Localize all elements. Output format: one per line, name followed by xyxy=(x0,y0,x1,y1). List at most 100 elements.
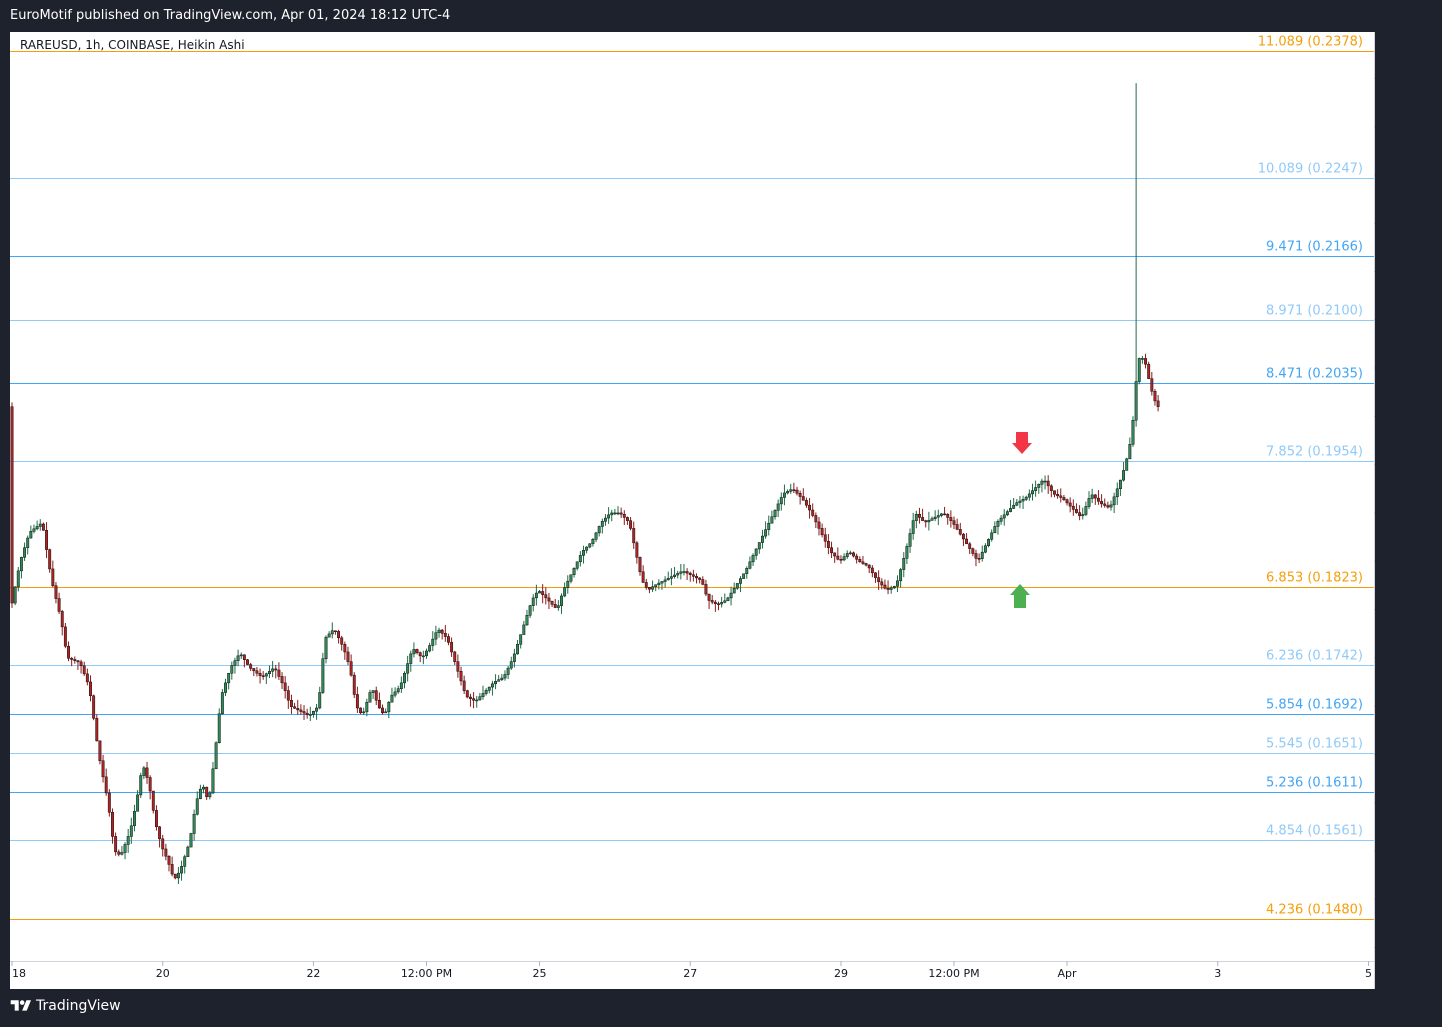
candle-body xyxy=(993,526,997,534)
candle-body xyxy=(506,667,510,675)
candle-body xyxy=(673,574,676,577)
candle-body xyxy=(318,692,322,709)
tradingview-logo[interactable]: TradingView xyxy=(10,998,121,1014)
candle-body xyxy=(154,810,158,828)
candle-body xyxy=(352,674,356,695)
candle-body xyxy=(1106,505,1110,508)
candle-body xyxy=(1075,509,1078,513)
candle-body xyxy=(393,691,397,696)
candle-body xyxy=(1125,458,1129,471)
candle-body xyxy=(35,526,39,530)
candle-body xyxy=(148,777,152,792)
candle-body xyxy=(795,489,799,494)
candle-body xyxy=(161,838,165,850)
candle-body xyxy=(180,866,184,874)
candle-body xyxy=(365,701,369,713)
candle-body xyxy=(908,533,912,547)
level-label: 4.854 (0.1561) xyxy=(1266,824,1363,839)
price-chart[interactable]: 11.089 (0.2378) 10.089 (0.2247) 9.471 (0.2… xyxy=(10,32,1375,989)
candle-body xyxy=(1018,500,1022,503)
level-label: 8.971 (0.2100) xyxy=(1266,304,1363,319)
candle-body xyxy=(1137,358,1141,382)
candle-body xyxy=(569,574,573,582)
candle-body xyxy=(814,515,818,523)
candle-body xyxy=(1049,485,1053,491)
candle-body xyxy=(883,584,887,589)
candle-body xyxy=(211,768,215,794)
candles xyxy=(10,83,1160,885)
time-tick-label: 27 xyxy=(683,967,697,980)
candle-body xyxy=(1040,480,1044,485)
chart-canvas[interactable]: 11.089 (0.2378) 10.089 (0.2247) 9.471 (0.2… xyxy=(10,32,1375,989)
candle-body xyxy=(1027,493,1031,498)
candle-body xyxy=(1134,381,1138,421)
candle-body xyxy=(1024,496,1028,500)
candle-body xyxy=(707,593,711,601)
price-axis[interactable]: 0.23500.23000.22500.22000.21500.21000.20… xyxy=(1374,72,1375,954)
candle-body xyxy=(735,583,739,589)
candle-body xyxy=(16,570,20,588)
candle-body xyxy=(1128,444,1132,460)
candle-body xyxy=(60,611,64,628)
candle-body xyxy=(1062,497,1066,500)
candle-body xyxy=(387,701,391,713)
candle-body xyxy=(236,655,240,661)
candle-body xyxy=(399,682,403,689)
candle-body xyxy=(965,538,969,545)
candle-body xyxy=(440,629,444,634)
candle-body xyxy=(761,535,764,543)
candle-body xyxy=(990,532,994,540)
candle-body xyxy=(41,523,45,531)
candle-body xyxy=(742,573,746,579)
candle-body xyxy=(315,707,319,712)
candle-body xyxy=(867,564,871,569)
time-tick-label: 3 xyxy=(1214,967,1221,980)
candle-body xyxy=(657,582,661,585)
candle-body xyxy=(290,700,293,707)
candle-body xyxy=(852,552,855,557)
candle-body xyxy=(604,517,607,522)
candle-body xyxy=(462,680,466,691)
candle-body xyxy=(1043,480,1047,483)
candle-body xyxy=(176,872,180,879)
candle-body xyxy=(629,520,633,529)
candle-body xyxy=(842,556,846,561)
candle-body xyxy=(525,615,529,626)
candle-body xyxy=(594,532,598,540)
candle-body xyxy=(921,517,925,521)
candle-body xyxy=(305,712,309,715)
candle-body xyxy=(823,534,827,542)
candle-body xyxy=(698,577,702,580)
candle-body xyxy=(123,844,127,853)
candle-body xyxy=(1100,501,1104,505)
candle-body xyxy=(1009,508,1012,512)
candle-body xyxy=(311,710,315,715)
candle-body xyxy=(651,586,655,590)
candle-body xyxy=(277,669,281,677)
time-tick-label: 5 xyxy=(1365,967,1372,980)
level-label: 9.471 (0.2166) xyxy=(1266,240,1363,255)
candle-body xyxy=(54,585,58,599)
candle-body xyxy=(362,711,366,714)
footer: TradingView xyxy=(0,989,1442,1027)
candle-body xyxy=(563,587,567,597)
candle-body xyxy=(830,547,833,554)
candle-body xyxy=(198,788,202,800)
candle-body xyxy=(776,503,780,511)
candle-body xyxy=(1037,484,1041,488)
candle-body xyxy=(811,509,815,516)
candle-body xyxy=(355,694,359,709)
candle-body xyxy=(63,626,67,647)
candle-body xyxy=(381,707,384,714)
candle-body xyxy=(227,672,231,684)
candle-body xyxy=(896,580,899,587)
candle-body xyxy=(246,659,249,665)
candle-body xyxy=(933,516,937,519)
candle-body xyxy=(943,513,947,516)
level-label: 6.236 (0.1742) xyxy=(1266,649,1363,664)
time-tick-label: Apr xyxy=(1058,967,1078,980)
candle-body xyxy=(924,520,928,523)
time-axis[interactable]: 18 20 22 12:00 PM 25 27 29 12:00 PM Apr 3 5 xyxy=(11,961,1372,980)
candle-body xyxy=(983,545,987,553)
candle-body xyxy=(403,672,406,684)
